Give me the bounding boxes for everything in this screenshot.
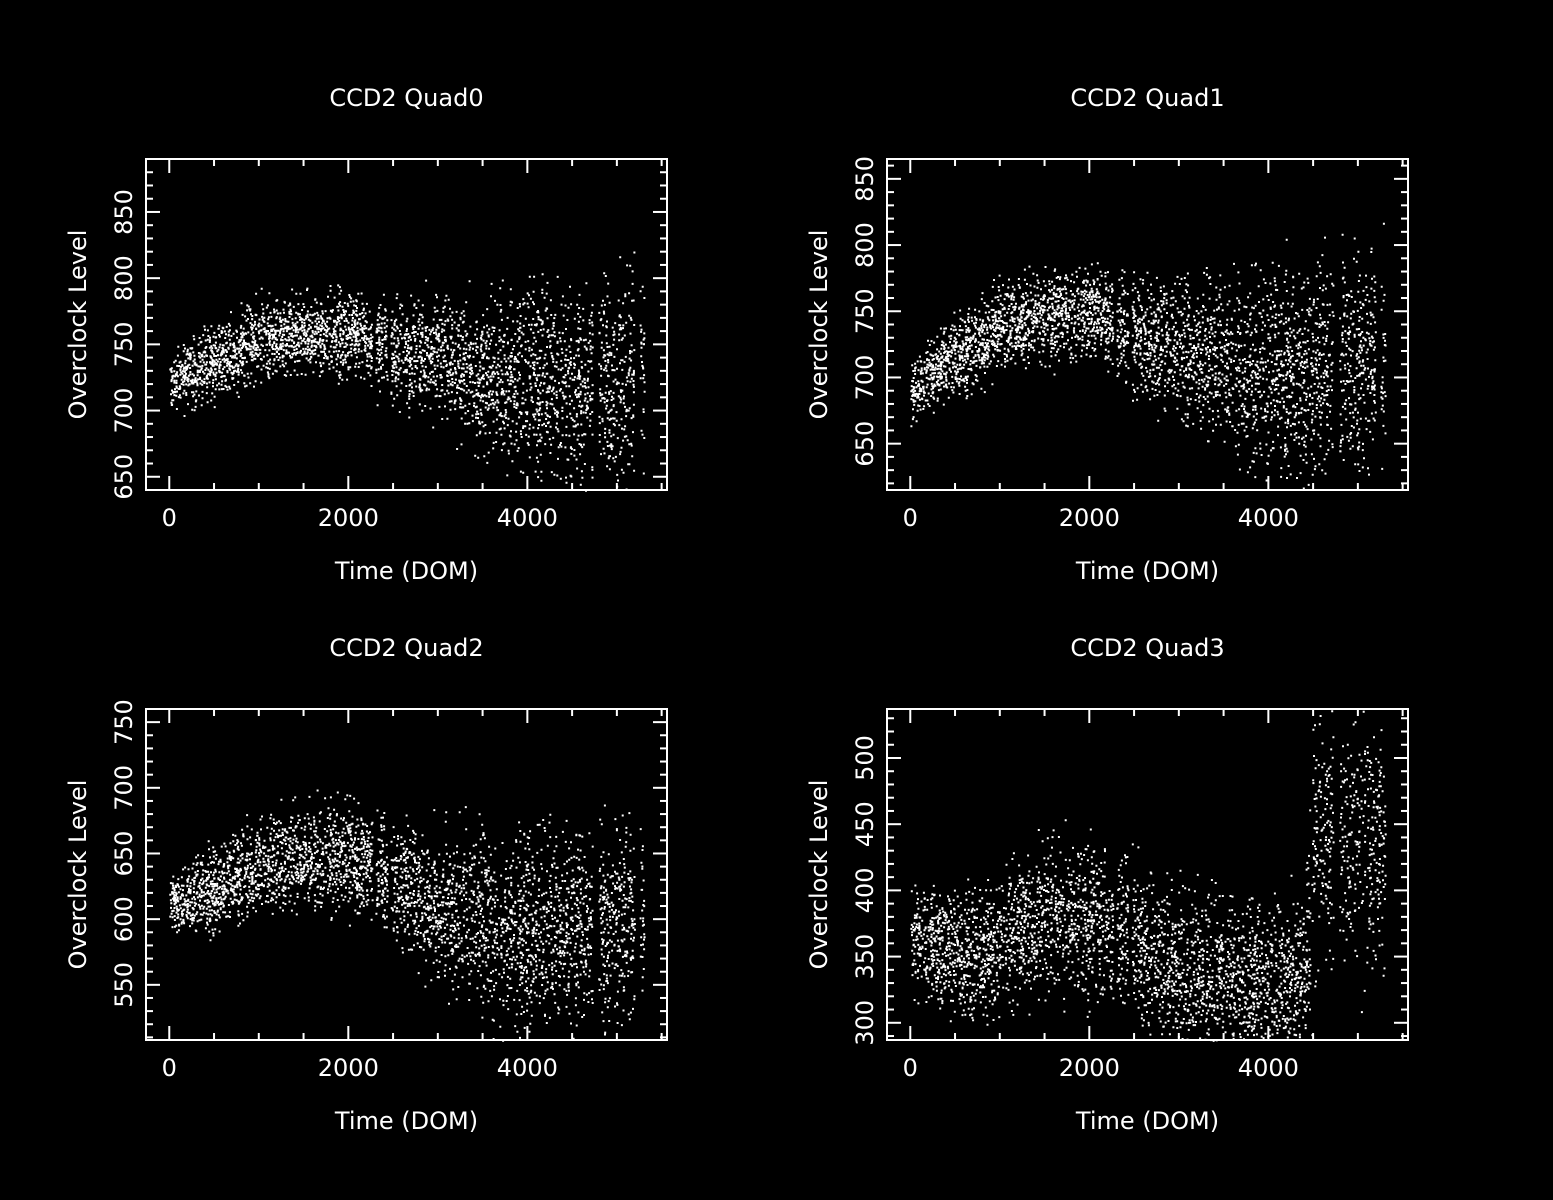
y-axis-label: Overclock Level <box>64 230 92 420</box>
plot-frame <box>145 158 668 491</box>
scatter-points <box>169 789 646 1042</box>
scatter-point-cloud <box>910 222 1387 490</box>
y-tick-label: 850 <box>851 156 879 202</box>
x-tick-label: 0 <box>903 504 918 532</box>
y-tick-label: 650 <box>110 454 138 500</box>
x-tick-label: 4000 <box>1238 504 1299 532</box>
y-axis-label: Overclock Level <box>64 780 92 970</box>
panel-quad2: CCD2 Quad2 Time (DOM) Overclock Level 0 2… <box>64 634 668 1135</box>
panel-quad3: CCD2 Quad3 Time (DOM) Overclock Level 0 2… <box>805 634 1409 1135</box>
x-axis-label: Time (DOM) <box>1075 1107 1219 1135</box>
x-tick-label: 4000 <box>1238 1054 1299 1082</box>
y-tick-label: 850 <box>110 189 138 235</box>
scatter-points <box>910 222 1387 490</box>
panel-title: CCD2 Quad1 <box>1070 84 1224 112</box>
plot-frame <box>886 158 1409 491</box>
y-tick-label: 750 <box>110 321 138 367</box>
y-tick-label: 500 <box>851 735 879 781</box>
y-tick-label: 350 <box>851 934 879 980</box>
axis-ticks: 0 2000 4000 650 700 750 800 850 <box>851 156 1408 532</box>
axis-ticks: 0 2000 4000 550 600 650 700 750 <box>110 699 667 1082</box>
y-tick-label: 700 <box>851 355 879 401</box>
scatter-point-cloud <box>169 251 646 492</box>
axis-ticks: 0 2000 4000 300 350 400 450 500 <box>851 709 1408 1082</box>
y-tick-label: 650 <box>110 831 138 877</box>
y-tick-label: 600 <box>110 896 138 942</box>
x-tick-label: 2000 <box>1059 1054 1120 1082</box>
scatter-point-cloud <box>169 789 646 1042</box>
x-axis-label: Time (DOM) <box>334 1107 478 1135</box>
panel-title: CCD2 Quad3 <box>1070 634 1224 662</box>
x-tick-label: 0 <box>162 1054 177 1082</box>
y-tick-label: 300 <box>851 1000 879 1046</box>
y-tick-label: 650 <box>851 421 879 467</box>
x-tick-label: 2000 <box>318 1054 379 1082</box>
x-tick-label: 0 <box>903 1054 918 1082</box>
plot-frame <box>886 708 1409 1041</box>
scatter-point-cloud <box>910 710 1387 1042</box>
x-tick-label: 4000 <box>497 504 558 532</box>
x-axis-label: Time (DOM) <box>334 557 478 585</box>
y-tick-label: 700 <box>110 388 138 434</box>
y-tick-label: 750 <box>851 288 879 334</box>
panel-quad0: CCD2 Quad0 Time (DOM) Overclock Level 0 2… <box>64 84 668 585</box>
scatter-points <box>169 251 646 492</box>
y-tick-label: 800 <box>110 255 138 301</box>
x-axis-label: Time (DOM) <box>1075 557 1219 585</box>
y-axis-label: Overclock Level <box>805 230 833 420</box>
x-tick-label: 0 <box>162 504 177 532</box>
x-tick-label: 2000 <box>318 504 379 532</box>
scatter-points <box>910 710 1387 1042</box>
y-tick-label: 550 <box>110 962 138 1008</box>
panel-title: CCD2 Quad0 <box>329 84 483 112</box>
y-tick-label: 400 <box>851 867 879 913</box>
y-tick-label: 700 <box>110 765 138 811</box>
y-axis-label: Overclock Level <box>805 780 833 970</box>
plot-frame <box>145 708 668 1041</box>
panel-quad1: CCD2 Quad1 Time (DOM) Overclock Level 0 2… <box>805 84 1409 585</box>
axis-ticks: 0 2000 4000 650 700 750 800 850 <box>110 158 667 532</box>
y-tick-label: 750 <box>110 699 138 745</box>
x-tick-label: 4000 <box>497 1054 558 1082</box>
x-tick-label: 2000 <box>1059 504 1120 532</box>
panel-title: CCD2 Quad2 <box>329 634 483 662</box>
y-tick-label: 800 <box>851 222 879 268</box>
y-tick-label: 450 <box>851 801 879 847</box>
